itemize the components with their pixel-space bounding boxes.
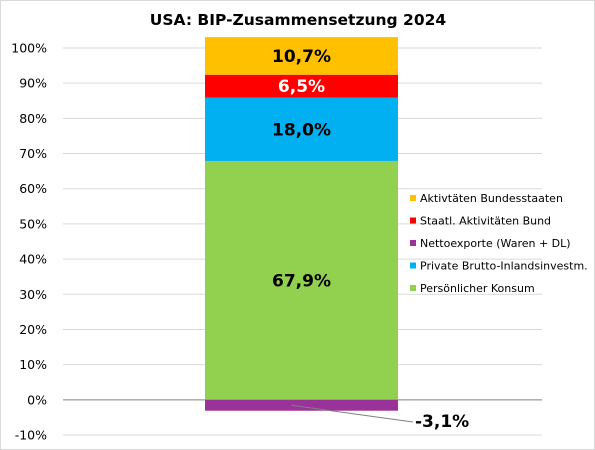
chart-title: USA: BIP-Zusammensetzung 2024 — [150, 11, 447, 29]
bar-segment — [205, 74, 398, 98]
legend-entry: Staatl. Aktivitäten Bund — [420, 215, 551, 228]
data-labels: 67,9% 18,0% -3,1% 6,5% 10,7% — [272, 47, 469, 432]
y-tick-label: 40% — [19, 252, 47, 267]
data-label: 18,0% — [272, 120, 331, 140]
legend-entry: Private Brutto-Inlandsinvestm. — [420, 260, 588, 273]
legend-swatch — [410, 240, 416, 246]
bar-segment — [205, 37, 398, 75]
y-tick-label: 90% — [19, 76, 47, 91]
data-label: 67,9% — [272, 271, 331, 291]
bar-segment — [205, 399, 398, 411]
legend-swatch — [410, 285, 416, 291]
bar-segment — [205, 97, 398, 161]
y-tick-label: -10% — [15, 428, 47, 443]
legend-swatch — [410, 217, 416, 224]
y-tick-label: 30% — [19, 287, 47, 302]
legend: Aktivtäten Bundesstaaten Staatl. Aktivitä… — [410, 192, 588, 295]
y-tick-label: 20% — [19, 322, 47, 337]
legend-swatch — [410, 195, 416, 201]
y-tick-label: 70% — [19, 146, 47, 161]
data-label: -3,1% — [415, 412, 469, 432]
y-tick-label: 10% — [19, 357, 47, 372]
y-tick-label: 100% — [11, 41, 47, 56]
legend-swatch — [410, 262, 416, 269]
y-tick-label: 0% — [27, 392, 47, 407]
bar-segment — [205, 160, 398, 400]
data-label: 10,7% — [272, 47, 331, 67]
bar-segments — [205, 37, 398, 411]
legend-entry: Aktivtäten Bundesstaaten — [420, 192, 563, 205]
y-tick-label: 60% — [19, 181, 47, 196]
legend-entry: Persönlicher Konsum — [420, 282, 535, 295]
y-tick-label: 80% — [19, 111, 47, 126]
legend-entry: Nettoexporte (Waren + DL) — [420, 237, 571, 250]
data-label: 6,5% — [278, 77, 325, 97]
y-axis-ticks: -10% 0% 10% 20% 30% 40% 50% 60% 70% 80% 90% 100% — [11, 41, 47, 443]
leader-line — [291, 404, 414, 423]
y-tick-label: 50% — [19, 216, 47, 231]
